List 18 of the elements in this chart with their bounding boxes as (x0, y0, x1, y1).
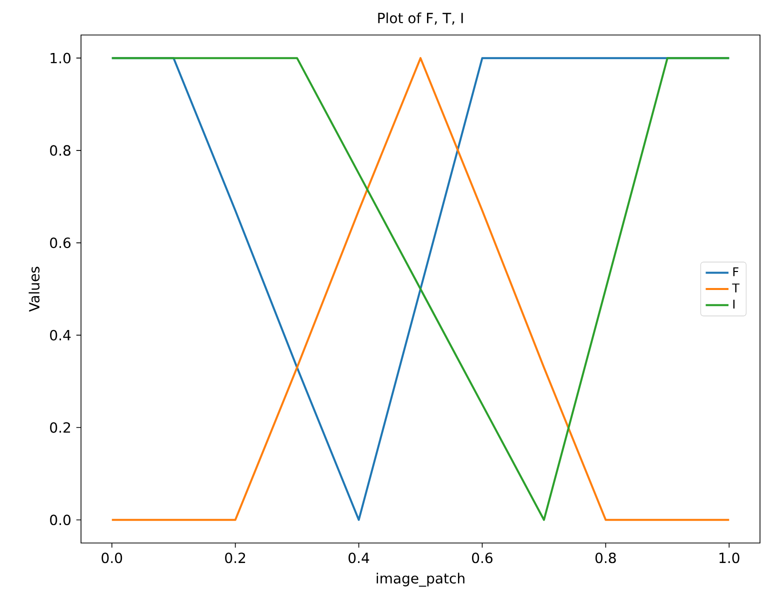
x-tick-label: 1.0 (720, 552, 740, 564)
x-tick-label: 0.6 (472, 552, 492, 564)
y-tick-label: 1.0 (50, 52, 70, 64)
y-tick-label: 0.8 (50, 145, 70, 156)
x-tick-label: 0.0 (102, 552, 122, 564)
y-tick-label: 0.6 (50, 238, 71, 248)
legend-label: T (732, 284, 740, 292)
y-tick-label: 0.0 (50, 514, 70, 526)
x-tick-label: 0.8 (595, 552, 616, 564)
x-axis-title: image_patch (376, 572, 464, 587)
x-tick-label: 0.4 (348, 552, 370, 564)
y-axis-title: Values (28, 266, 40, 312)
legend-label: I (733, 300, 735, 308)
chart-title: Plot of F, T, I (378, 12, 463, 25)
y-tick-label: 0.4 (50, 330, 71, 340)
legend-label: F (733, 267, 738, 276)
y-tick-label: 0.2 (50, 422, 70, 433)
x-tick-label: 0.2 (225, 552, 246, 564)
